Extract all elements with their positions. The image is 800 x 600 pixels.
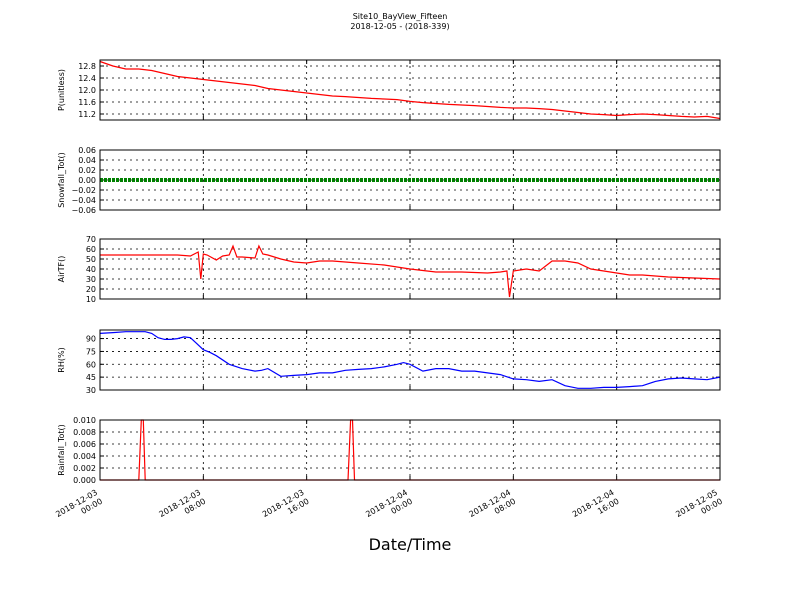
y-tick-label: 60 <box>86 360 96 369</box>
y-tick-label: 0.02 <box>78 166 96 175</box>
y-tick-label: 0.008 <box>73 428 96 437</box>
y-tick-label: −0.04 <box>71 196 96 205</box>
y-tick-label: 60 <box>86 245 96 254</box>
panel-frame <box>99 419 721 481</box>
panel-frame <box>99 59 721 121</box>
series-line-1 <box>100 244 721 298</box>
y-axis-label: AirTF() <box>57 256 66 283</box>
y-tick-label: 12.8 <box>78 62 96 71</box>
x-tick-label: 2018-12-0316:00 <box>261 488 311 528</box>
y-tick-label: 0.006 <box>73 440 96 449</box>
y-tick-label: −0.06 <box>71 206 96 215</box>
y-tick-label: 70 <box>86 235 96 244</box>
y-tick-label: 12.4 <box>78 74 96 83</box>
panel-frame <box>99 149 721 211</box>
y-axis-label: RH(%) <box>57 347 66 372</box>
y-tick-label: 11.6 <box>78 98 96 107</box>
figure-title-line2: 2018-12-05 - (2018-339) <box>350 22 449 31</box>
x-tick-label: 2018-12-0308:00 <box>158 488 208 528</box>
panel-1: 11.2 11.6 12.0 12.4 12.8 P(unitless) <box>57 59 721 121</box>
x-axis-label: Date/Time <box>369 535 452 554</box>
y-tick-label: 50 <box>86 255 96 264</box>
series-line-1 <box>99 331 721 389</box>
y-tick-label: −0.02 <box>71 186 96 195</box>
y-tick-label: 75 <box>86 347 96 356</box>
y-tick-label: 30 <box>86 275 96 284</box>
x-tick-label: 2018-12-0400:00 <box>364 488 414 528</box>
y-tick-label: 0.06 <box>78 146 96 155</box>
x-tick-label: 2018-12-0416:00 <box>571 488 621 528</box>
y-axis-label: P(unitless) <box>57 69 66 111</box>
y-axis-label: Rainfall_Tot() <box>57 424 66 476</box>
panel-5: 0.000 0.002 0.004 0.006 0.008 0.010 Rainfall_T… <box>57 416 721 485</box>
figure-title-line1: Site10_BayView_Fifteen <box>353 12 448 21</box>
y-tick-label: 0.04 <box>78 156 96 165</box>
y-tick-label: 12.0 <box>78 86 96 95</box>
y-tick-label: 10 <box>86 295 96 304</box>
x-tick-label: 2018-12-0500:00 <box>674 488 724 528</box>
y-tick-label: 40 <box>86 265 96 274</box>
panel-frame <box>99 329 721 391</box>
x-tick-label: 2018-12-0408:00 <box>468 488 518 528</box>
y-tick-label: 0.002 <box>73 464 96 473</box>
y-tick-label: 0.004 <box>73 452 96 461</box>
y-tick-label: 45 <box>86 373 96 382</box>
y-tick-label: 11.2 <box>78 110 96 119</box>
series-line-1 <box>99 60 721 120</box>
panel-4: 30 45 60 75 90 RH(%) <box>57 329 721 395</box>
panel-frame <box>99 238 721 300</box>
y-tick-label: 0.00 <box>78 176 96 185</box>
panel-2: −0.06−0.04−0.020.000.020.040.06 Snowfall_… <box>57 146 721 215</box>
y-tick-label: 90 <box>86 335 96 344</box>
y-tick-label: 0.000 <box>73 476 96 485</box>
y-tick-label: 30 <box>86 386 96 395</box>
y-tick-label: 0.010 <box>73 416 96 425</box>
y-axis-label: Snowfall_Tot() <box>57 152 66 208</box>
y-tick-label: 20 <box>86 285 96 294</box>
x-tick-label: 2018-12-0300:00 <box>54 488 104 528</box>
